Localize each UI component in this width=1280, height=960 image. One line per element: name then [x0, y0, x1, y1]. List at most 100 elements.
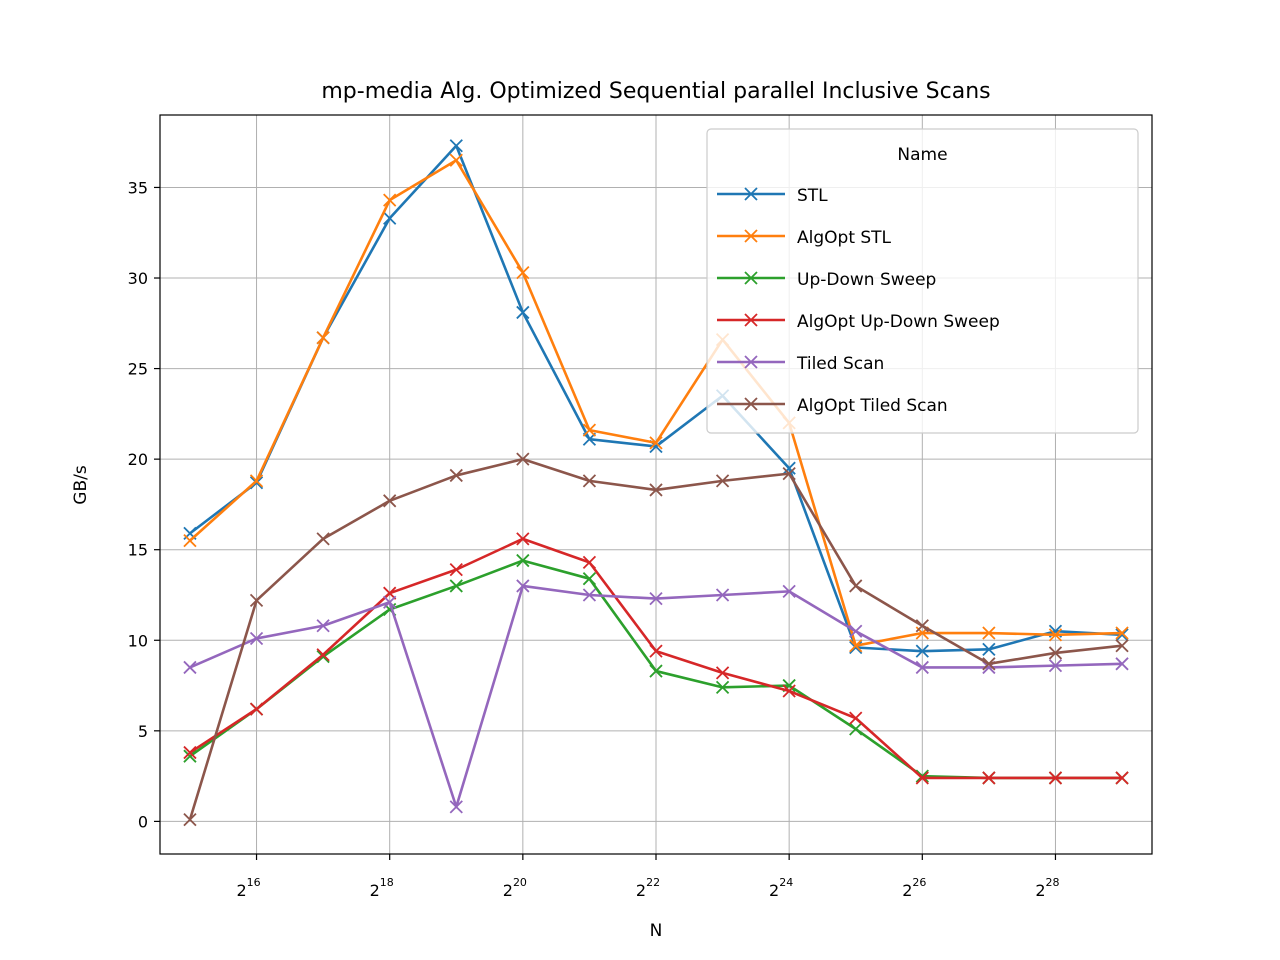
y-tick-label: 15: [128, 541, 148, 560]
data-point: [249, 702, 264, 716]
data-point: [1048, 646, 1063, 660]
data-point: [1048, 628, 1063, 642]
data-point: [516, 305, 530, 320]
data-point: [582, 555, 597, 570]
data-point: [849, 624, 863, 638]
data-point: [582, 474, 597, 488]
data-point: [715, 474, 730, 488]
y-axis-label: GB/s: [71, 465, 91, 505]
data-point: [849, 579, 863, 593]
data-point: [782, 584, 796, 599]
data-point: [915, 619, 929, 633]
data-point: [249, 631, 264, 646]
data-point: [982, 657, 996, 671]
legend-label: STL: [797, 186, 828, 206]
data-point: [249, 593, 264, 608]
data-point: [183, 749, 197, 763]
data-point: [782, 461, 796, 475]
data-point: [782, 466, 796, 481]
data-point: [516, 553, 530, 568]
data-point: [982, 642, 996, 656]
legend-title: Name: [897, 145, 947, 165]
axis-ticks: 0 5 10 15 20 25 30 35 216 218 220 222 224 226 228: [128, 178, 1060, 900]
data-point: [715, 666, 730, 680]
data-point: [1115, 639, 1129, 653]
data-point: [849, 722, 863, 736]
series-tiled-scan: [183, 579, 1129, 814]
y-tick-label: 10: [128, 631, 148, 650]
data-point: [782, 684, 796, 698]
legend-item: STL: [717, 186, 828, 206]
data-point: [915, 644, 929, 658]
y-tick-label: 35: [128, 178, 148, 197]
data-point: [449, 579, 463, 593]
legend-label: AlgOpt Up-Down Sweep: [797, 312, 1000, 332]
y-tick-label: 5: [138, 722, 148, 741]
legend-item: Tiled Scan: [717, 354, 884, 374]
x-tick-label: 220: [503, 876, 527, 900]
data-point: [582, 572, 597, 586]
legend-item: Up-Down Sweep: [717, 270, 936, 290]
data-point: [849, 711, 863, 725]
x-tick-label: 216: [236, 876, 260, 900]
legend: Name STL AlgOpt STL Up-Down Sweep AlgOpt Up-…: [706, 128, 1139, 434]
data-point: [649, 664, 663, 678]
data-point: [1048, 771, 1063, 785]
data-point: [316, 532, 330, 546]
x-tick-label: 226: [902, 876, 926, 900]
data-point: [383, 211, 397, 225]
legend-label: AlgOpt Tiled Scan: [797, 396, 948, 416]
data-point: [915, 771, 929, 785]
series-algopt-tiled-scan: [183, 452, 1129, 827]
x-tick-label: 228: [1035, 876, 1059, 900]
legend-label: Tiled Scan: [796, 354, 884, 374]
x-tick-label: 222: [636, 876, 660, 900]
data-point: [1115, 628, 1129, 642]
series-lines: [183, 139, 1129, 827]
data-point: [1048, 658, 1063, 673]
legend-marker: [744, 271, 758, 285]
legend-marker: [744, 229, 758, 243]
data-point: [449, 800, 463, 814]
data-point: [249, 476, 264, 490]
data-point: [649, 483, 663, 497]
data-point: [915, 660, 929, 675]
grid: [160, 115, 1152, 854]
data-point: [383, 595, 397, 609]
data-point: [516, 265, 530, 280]
data-point: [183, 745, 197, 760]
data-point: [582, 423, 597, 437]
data-point: [183, 812, 197, 827]
y-tick-label: 25: [128, 360, 148, 379]
legend-marker: [744, 397, 758, 411]
legend-marker: [744, 313, 758, 327]
data-point: [449, 153, 463, 167]
data-point: [183, 534, 197, 548]
data-point: [316, 331, 330, 345]
data-point: [1115, 626, 1129, 640]
data-point: [982, 771, 996, 785]
data-point: [915, 769, 929, 783]
data-point: [649, 591, 663, 606]
legend-label: AlgOpt STL: [797, 228, 892, 248]
data-point: [516, 579, 530, 593]
data-point: [316, 619, 330, 633]
y-tick-label: 20: [128, 450, 148, 469]
data-point: [449, 139, 463, 153]
data-point: [183, 660, 197, 675]
data-point: [516, 532, 530, 546]
data-point: [1115, 657, 1129, 671]
data-point: [649, 436, 663, 450]
legend-item: AlgOpt Tiled Scan: [717, 396, 948, 416]
x-tick-label: 218: [370, 876, 394, 900]
x-tick-label: 224: [769, 876, 793, 900]
data-point: [249, 474, 264, 488]
data-point: [449, 468, 463, 483]
x-axis-label: N: [650, 921, 663, 941]
data-point: [316, 648, 330, 662]
data-point: [1115, 771, 1129, 785]
y-tick-label: 0: [138, 812, 148, 831]
legend-box: [706, 128, 1139, 434]
data-point: [449, 562, 463, 577]
